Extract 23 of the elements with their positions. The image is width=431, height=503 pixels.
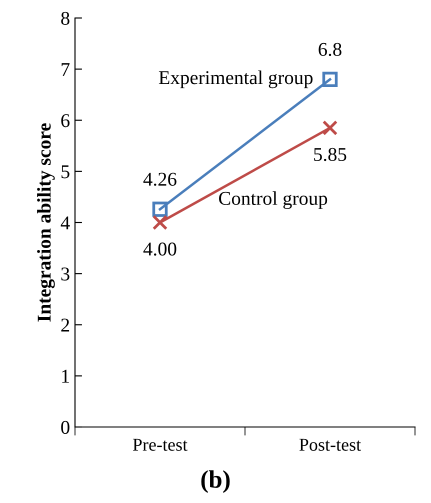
y-tick-label: 0 — [61, 420, 70, 434]
data-label: 4.00 — [143, 242, 176, 256]
point — [152, 214, 168, 230]
y-tick-label: 2 — [61, 318, 70, 332]
series-label: Experimental group — [158, 70, 313, 88]
y-axis-title: Integration ability score — [37, 123, 55, 322]
point — [152, 202, 168, 217]
point — [322, 120, 338, 136]
y-tick-label: 8 — [61, 12, 70, 25]
y-tick-label: 4 — [60, 216, 70, 230]
y-tick-label: 6 — [61, 114, 70, 128]
y-tick-label: 5 — [62, 165, 70, 178]
data-label: 4.26 — [143, 172, 176, 186]
x-tick-label: Pre-test — [132, 438, 188, 451]
data-label: 5.85 — [314, 148, 346, 162]
text: (b) — [201, 470, 230, 493]
y-tick-label: 1 — [62, 370, 69, 383]
point — [322, 72, 338, 87]
y-tick-label: 3 — [61, 267, 70, 281]
x-tick-label: Post-test — [299, 438, 361, 451]
data-label: 6.8 — [318, 42, 342, 56]
series-label: Control group — [219, 191, 328, 209]
y-tick-label: 7 — [62, 63, 70, 76]
